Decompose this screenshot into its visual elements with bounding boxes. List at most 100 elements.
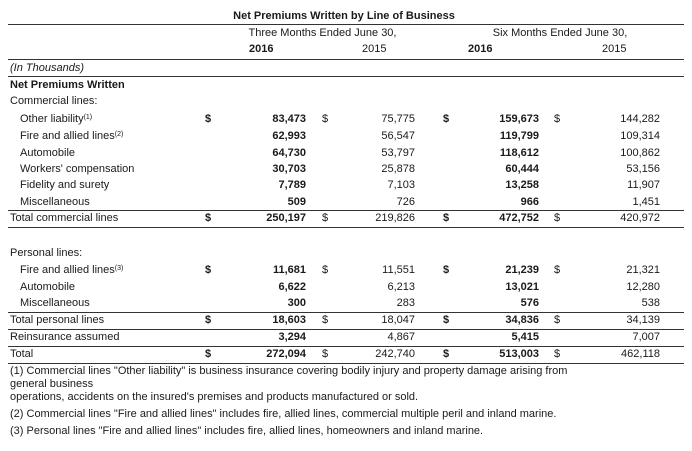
footnote-1-end: operations, accidents on the insured's p…: [10, 391, 419, 403]
cell-three-2015: 283: [396, 297, 415, 309]
cell-six-2015: 109,314: [620, 130, 660, 142]
section-title: Net Premiums Written: [10, 79, 125, 91]
row-label-text: Fire and allied lines: [20, 130, 115, 142]
footnote-1-cont: general business: [10, 378, 94, 390]
column-header-rule: [8, 59, 684, 60]
dollar-sign: $: [443, 113, 450, 125]
cell-three-2016: 6,622: [278, 281, 306, 293]
cell-six-2016: 34,836: [505, 314, 539, 326]
row-label: Fidelity and surety: [20, 179, 110, 191]
period-six-months: Six Months Ended June 30,: [492, 27, 628, 39]
col-six-2016: 2016: [468, 43, 493, 55]
cell-three-2016: 83,473: [272, 113, 306, 125]
footnote-2: (2) Commercial lines "Fire and allied li…: [10, 408, 557, 420]
row-rule: [8, 210, 684, 211]
units-rule: [8, 76, 684, 77]
cell-three-2015: 25,878: [381, 163, 415, 175]
row-label: Fire and allied lines(3): [20, 264, 123, 277]
dollar-sign: $: [443, 264, 450, 276]
cell-six-2015: 462,118: [621, 348, 660, 360]
cell-three-2015: 242,740: [375, 348, 415, 360]
col-three-2016: 2016: [249, 43, 274, 55]
cell-six-2015: 7,007: [632, 331, 660, 343]
cell-three-2016: 509: [287, 196, 306, 208]
footnote-3: (3) Personal lines "Fire and allied line…: [10, 425, 484, 437]
cell-three-2016: 64,730: [272, 147, 306, 159]
dollar-sign: $: [205, 264, 212, 276]
cell-six-2016: 21,239: [505, 264, 539, 276]
cell-six-2016: 5,415: [511, 331, 539, 343]
cell-three-2015: 18,047: [381, 314, 415, 326]
cell-six-2015: 11,907: [627, 179, 660, 191]
dollar-sign: $: [322, 314, 329, 326]
row-rule: [8, 329, 684, 330]
cell-six-2016: 472,752: [499, 212, 539, 224]
cell-six-2015: 144,282: [620, 113, 660, 125]
row-label: Reinsurance assumed: [10, 331, 120, 343]
footnote-marker: (1): [83, 114, 93, 121]
row-rule: [8, 363, 684, 364]
cell-three-2015: 75,775: [381, 113, 415, 125]
cell-six-2015: 53,156: [626, 163, 660, 175]
row-label: Automobile: [20, 147, 76, 159]
cell-three-2015: 4,867: [387, 331, 415, 343]
row-label: Other liability(1): [20, 113, 92, 126]
cell-three-2016: 11,681: [272, 264, 306, 276]
dollar-sign: $: [205, 212, 212, 224]
row-label: Total personal lines: [10, 314, 105, 326]
cell-six-2015: 34,139: [626, 314, 660, 326]
cell-six-2016: 159,673: [499, 113, 539, 125]
dollar-sign: $: [205, 314, 212, 326]
cell-three-2016: 30,703: [272, 163, 306, 175]
dollar-sign: $: [322, 264, 329, 276]
dollar-sign: $: [322, 113, 329, 125]
cell-six-2016: 13,021: [505, 281, 539, 293]
row-label: Miscellaneous: [20, 297, 90, 309]
cell-three-2015: 219,826: [375, 212, 415, 224]
cell-three-2016: 300: [287, 297, 306, 309]
personal-lines-header: Personal lines:: [10, 247, 83, 259]
row-rule: [8, 346, 684, 347]
cell-three-2016: 3,294: [278, 331, 306, 343]
row-rule: [8, 227, 684, 228]
dollar-sign: $: [554, 264, 561, 276]
dollar-sign: $: [443, 314, 450, 326]
dollar-sign: $: [443, 212, 450, 224]
header-rule: [8, 24, 684, 25]
commercial-lines-header: Commercial lines:: [10, 95, 98, 107]
row-label: Miscellaneous: [20, 196, 90, 208]
row-label: Total: [10, 348, 34, 360]
row-rule: [8, 312, 684, 313]
cell-three-2016: 7,789: [278, 179, 306, 191]
cell-six-2016: 119,799: [499, 130, 539, 142]
row-label: Workers' compensation: [20, 163, 135, 175]
col-six-2015: 2015: [602, 43, 627, 55]
units-label: (In Thousands): [10, 62, 84, 74]
row-label-text: Fire and allied lines: [20, 264, 115, 276]
cell-six-2016: 60,444: [505, 163, 539, 175]
cell-six-2015: 420,972: [620, 212, 660, 224]
dollar-sign: $: [554, 348, 561, 360]
dollar-sign: $: [322, 212, 329, 224]
cell-three-2016: 250,197: [266, 212, 306, 224]
dollar-sign: $: [443, 348, 450, 360]
dollar-sign: $: [205, 113, 212, 125]
cell-six-2016: 576: [520, 297, 539, 309]
cell-six-2015: 100,862: [620, 147, 660, 159]
footnote-marker: (3): [114, 265, 124, 272]
dollar-sign: $: [205, 348, 212, 360]
row-label: Automobile: [20, 281, 76, 293]
cell-three-2015: 726: [396, 196, 415, 208]
cell-six-2015: 12,280: [626, 281, 660, 293]
period-three-months: Three Months Ended June 30,: [248, 27, 397, 39]
cell-three-2016: 18,603: [272, 314, 306, 326]
cell-three-2015: 56,547: [381, 130, 415, 142]
cell-six-2015: 21,321: [626, 264, 660, 276]
cell-six-2016: 966: [520, 196, 539, 208]
table-title: Net Premiums Written by Line of Business: [233, 10, 455, 22]
cell-three-2015: 11,551: [382, 264, 415, 276]
row-label: Total commercial lines: [10, 212, 119, 224]
cell-three-2015: 6,213: [387, 281, 415, 293]
footnote-marker: (2): [114, 131, 124, 138]
dollar-sign: $: [554, 314, 561, 326]
